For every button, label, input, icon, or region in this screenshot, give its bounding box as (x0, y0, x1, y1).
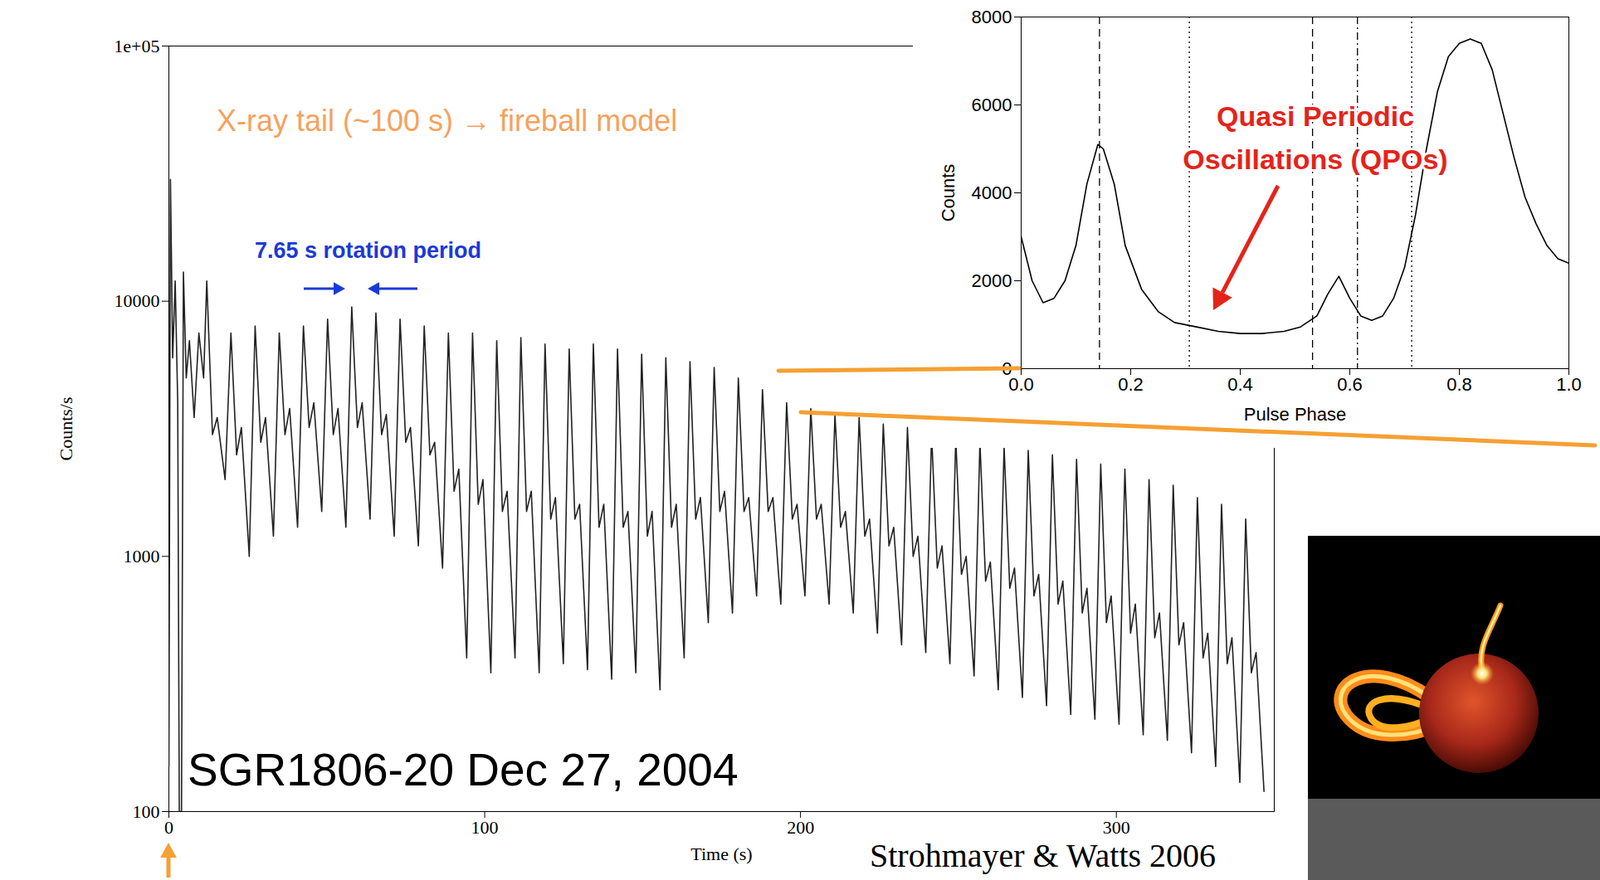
svg-text:SGR1806-20 Dec 27, 2004: SGR1806-20 Dec 27, 2004 (187, 744, 739, 796)
svg-text:Oscillations (QPOs): Oscillations (QPOs) (1182, 143, 1448, 176)
svg-text:300: 300 (1102, 817, 1131, 839)
svg-text:8000: 8000 (971, 6, 1013, 28)
svg-text:6000: 6000 (971, 94, 1013, 116)
svg-text:7.65 s rotation period: 7.65 s rotation period (254, 238, 482, 264)
svg-text:X-ray tail (~100 s) → fireball: X-ray tail (~100 s) → fireball model (216, 103, 678, 138)
svg-text:Quasi Periodic: Quasi Periodic (1216, 100, 1415, 132)
svg-text:0.4: 0.4 (1227, 374, 1254, 396)
svg-text:200: 200 (786, 817, 815, 839)
svg-text:1000: 1000 (123, 546, 161, 567)
svg-text:2000: 2000 (971, 270, 1013, 292)
svg-text:Time (s): Time (s) (690, 843, 752, 865)
svg-text:Strohmayer & Watts 2006: Strohmayer & Watts 2006 (869, 837, 1216, 875)
svg-text:Counts/s: Counts/s (55, 396, 77, 461)
svg-text:0.6: 0.6 (1336, 374, 1363, 396)
svg-text:0.0: 0.0 (1008, 374, 1035, 396)
svg-text:1.0: 1.0 (1556, 374, 1582, 396)
svg-text:10000: 10000 (114, 290, 161, 312)
svg-text:0.2: 0.2 (1117, 374, 1144, 396)
svg-text:100: 100 (471, 817, 499, 839)
svg-text:0: 0 (164, 817, 174, 839)
svg-text:0.8: 0.8 (1446, 374, 1473, 396)
svg-text:Counts: Counts (937, 164, 959, 223)
svg-text:100: 100 (132, 801, 161, 823)
svg-text:Pulse Phase: Pulse Phase (1243, 404, 1347, 425)
svg-text:0: 0 (1001, 358, 1013, 379)
svg-text:1e+05: 1e+05 (113, 35, 160, 57)
svg-text:4000: 4000 (971, 182, 1013, 204)
